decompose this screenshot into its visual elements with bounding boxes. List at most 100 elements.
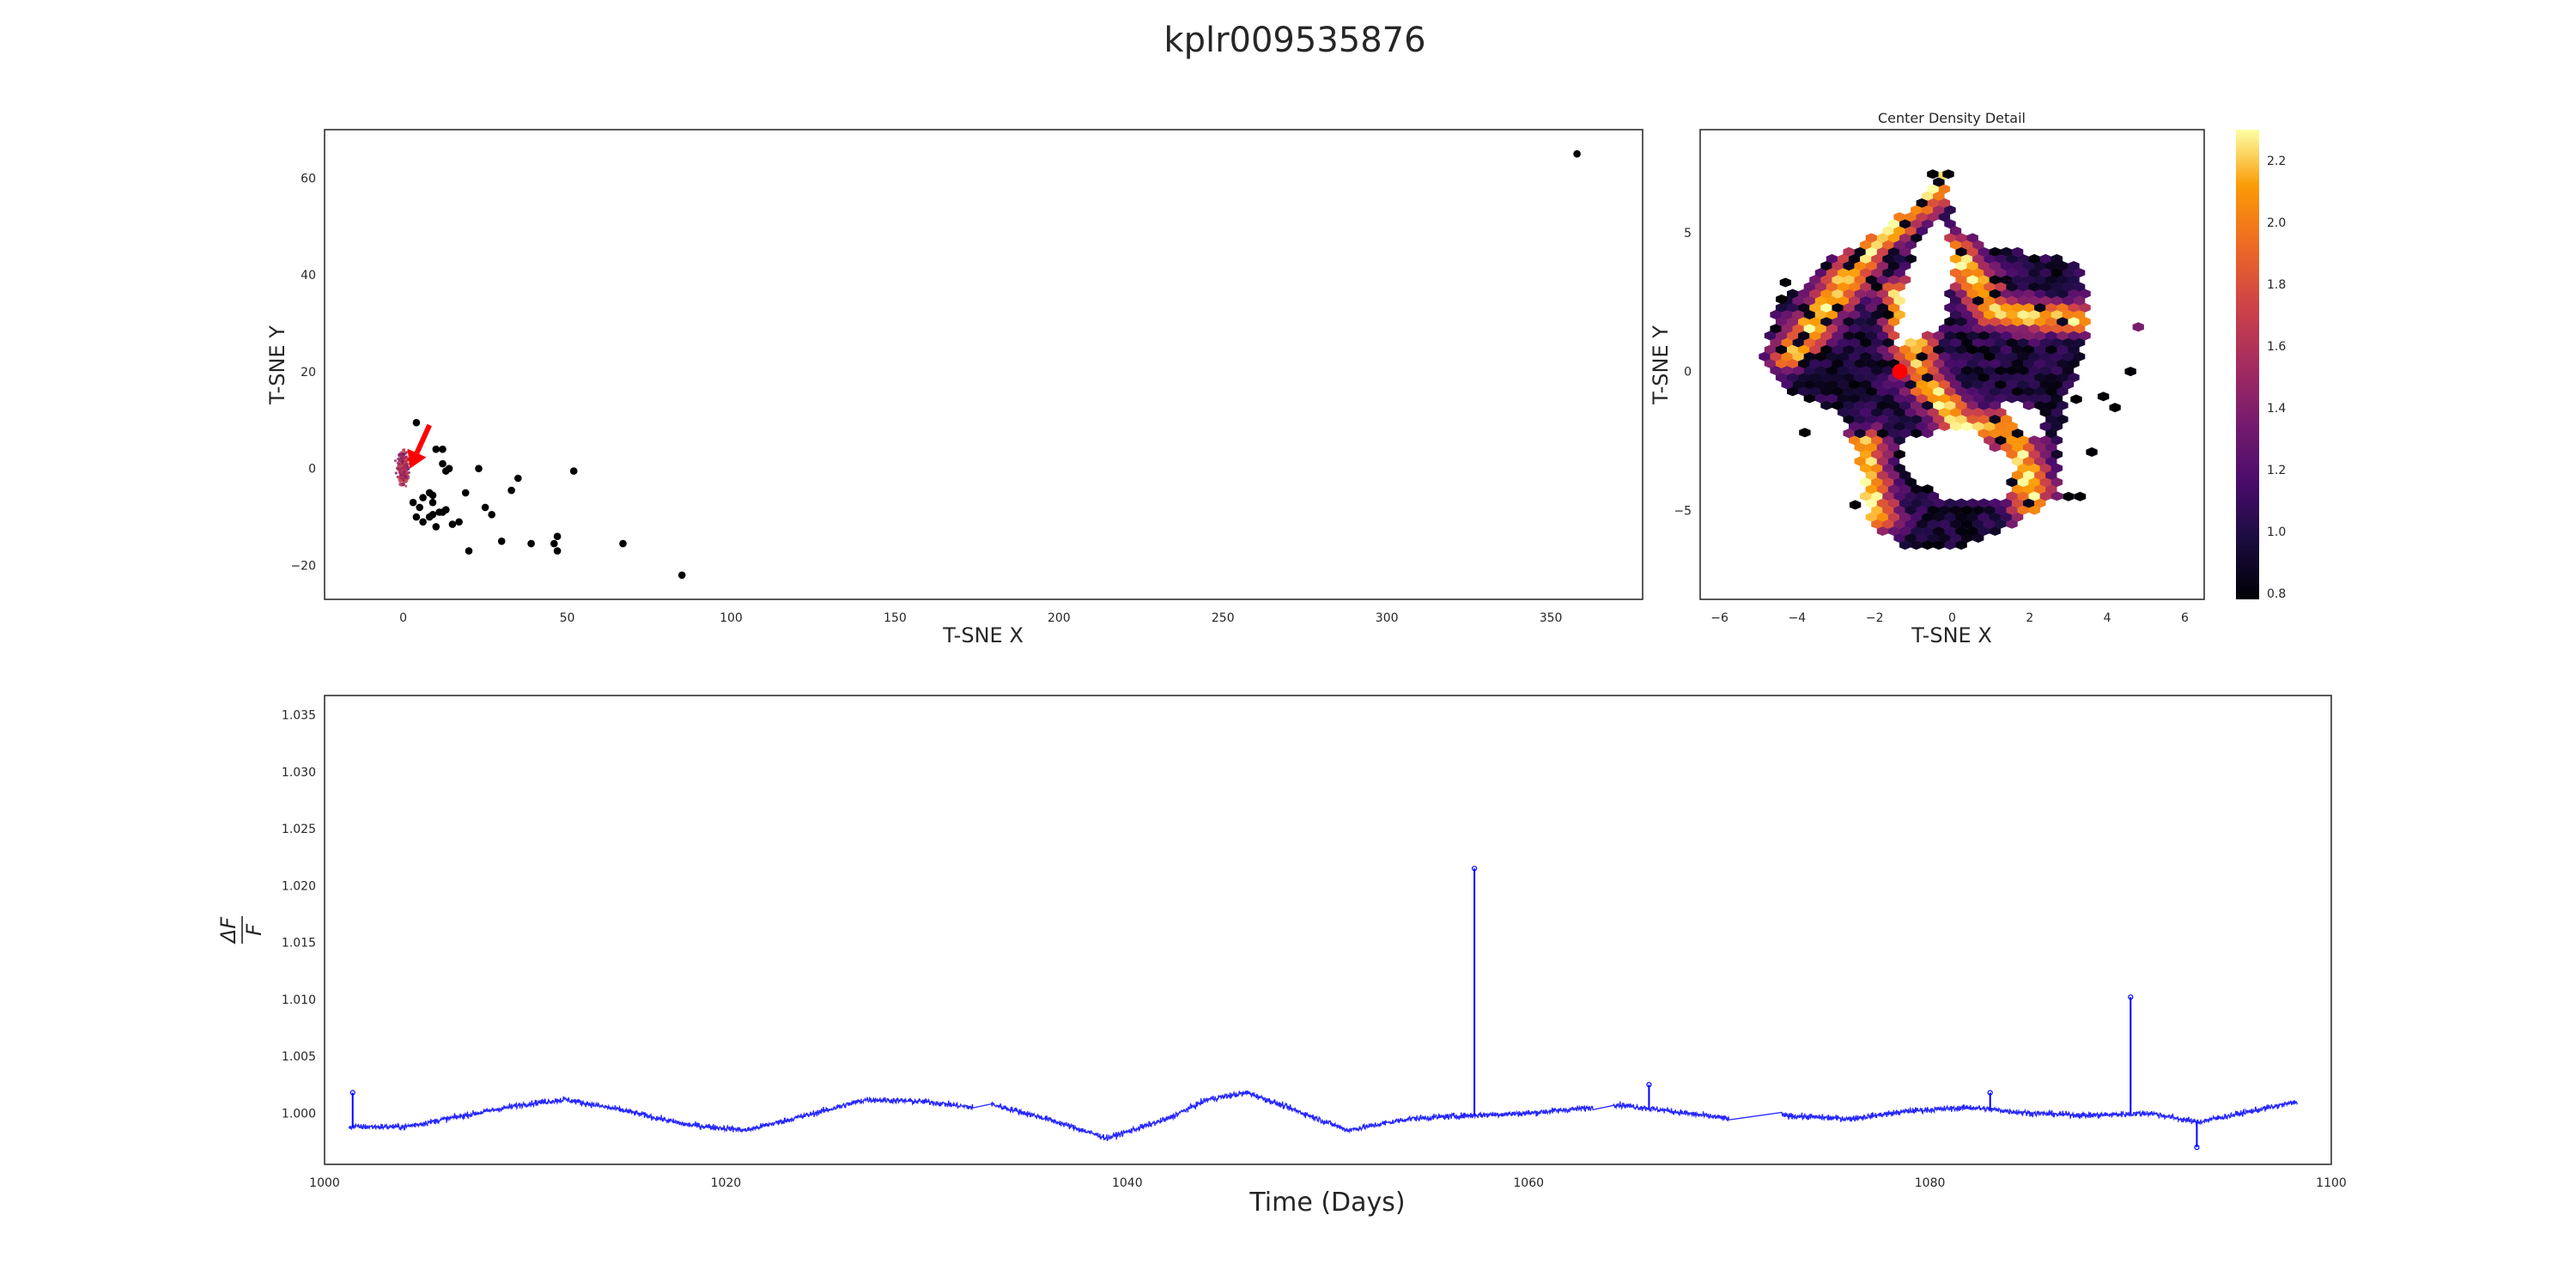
hexbin-cell (2079, 331, 2091, 341)
hexbin-cell (1961, 337, 1973, 348)
hexbin-cell (1871, 435, 1883, 446)
hexbin-cell (2017, 324, 2029, 334)
colorbar-ticks: 0.8 1.0 1.2 1.4 1.6 1.8 2.0 2.2 (2267, 155, 2286, 601)
hexbin-cell (1832, 302, 1844, 313)
hexbin-cell (1876, 512, 1889, 522)
hexbin-cell (1949, 324, 1962, 334)
hexbin-cell (1995, 253, 2007, 264)
hexbin-cell (2045, 289, 2057, 299)
hexbin-cell (1843, 428, 1855, 439)
hexbin-cell (1887, 331, 1900, 341)
hexbin-cell (1995, 505, 2007, 515)
hexbin-cell (1972, 380, 1984, 390)
lightcurve-x-tick-label: 1040 (1112, 1176, 1143, 1190)
hexbin-cell (2034, 344, 2046, 355)
hexbin-cell (1781, 365, 1793, 375)
hexbin-cell (1860, 477, 1872, 488)
hexbin-cell (2028, 268, 2040, 278)
hexbin-cell (1876, 344, 1889, 355)
hexbin-cell (1882, 519, 1894, 529)
hexbin-cell (1922, 526, 1934, 536)
hexbin-cell (2011, 373, 2024, 383)
hexbin-cell (1792, 365, 1804, 375)
hexbin-cell (1798, 344, 1810, 355)
hexbin-cell (1922, 358, 1934, 368)
hexbin-cell (1787, 344, 1799, 355)
hexbin-cell (2039, 253, 2051, 264)
hexbin-cell (1792, 351, 1804, 361)
hexbin-cell (2045, 386, 2057, 397)
hexbin-cell (2062, 351, 2075, 361)
hexbin-cell (1938, 407, 1951, 417)
hexbin-cell (1944, 302, 1956, 313)
hexbin-cell (1984, 337, 1996, 348)
hexbin-cell (1972, 351, 1984, 361)
hexbin-cell (1832, 358, 1844, 368)
hexbin-cell (1989, 344, 2002, 355)
cluster-point (397, 476, 400, 479)
outlier-point (569, 467, 578, 475)
hexbin-cell (2034, 400, 2046, 410)
overview-y-tick-label: 20 (301, 366, 316, 380)
hexbin-cell (1849, 337, 1861, 348)
density-y-axis-label: T-SNE Y (1649, 325, 1673, 405)
hexbin-cell (2011, 470, 2024, 480)
hexbin-cell (1865, 442, 1877, 453)
hexbin-cell (2039, 477, 2051, 488)
hexbin-cell (1966, 498, 1978, 508)
hexbin-cell (1882, 393, 1894, 404)
hexbin-cell (1933, 331, 1945, 341)
hexbin-cell (1966, 233, 1978, 243)
hexbin-cell (1944, 219, 1956, 229)
hexbin-cell (2050, 282, 2063, 292)
hexbin-cell (1876, 233, 1889, 243)
lightcurve-y-tick-label: 1.015 (282, 937, 316, 951)
hexbin-cell (2028, 435, 2040, 446)
hexbin-cell (2050, 380, 2063, 390)
hexbin-cell (2034, 261, 2046, 271)
outlier-point (416, 503, 424, 512)
hexbin-cell (1944, 512, 1956, 522)
hexbin-cell (1955, 526, 1967, 536)
hexbin-cell (2050, 407, 2063, 417)
hexbin-cell (1820, 289, 1832, 299)
hexbin-cell (1865, 275, 1877, 285)
hexbin-cell (1989, 526, 2002, 536)
hexbin-cell (1922, 540, 1934, 550)
hexbin-cell (2034, 386, 2046, 397)
cluster-point (394, 471, 398, 475)
hexbin-cell (2039, 324, 2051, 334)
outlier-point (425, 513, 434, 521)
colorbar-tick-label: 1.8 (2267, 278, 2286, 292)
outlier-point (553, 547, 562, 555)
hexbin-cell (2023, 386, 2035, 397)
lightcurve-y-tick-label: 1.010 (282, 993, 316, 1007)
hexbin-cell (1809, 373, 1821, 383)
lightcurve-y-tick-label: 1.005 (282, 1050, 316, 1064)
hexbin-cell (1949, 422, 1962, 431)
hexbin-cell (2045, 470, 2057, 480)
hexbin-cell (1792, 295, 1804, 306)
hexbin-cell (1949, 282, 1962, 292)
hexbin-cell (2006, 393, 2018, 404)
hexbin-cell (2000, 386, 2013, 397)
hexbin-cell (1955, 400, 1967, 410)
hexbin-cell (1911, 373, 1923, 383)
cluster-point (404, 455, 408, 459)
hexbin-cell (2034, 275, 2046, 285)
cluster-point (403, 448, 406, 452)
hexbin-cell (2039, 463, 2051, 473)
hexbin-cell (1899, 484, 1911, 495)
hexbin-cell (1955, 261, 1967, 271)
hexbin-cell (1832, 261, 1844, 271)
hexbin-cell (1899, 512, 1911, 522)
hexbin-cell (2124, 367, 2136, 377)
hexbin-cell (1899, 526, 1911, 536)
hexbin-cell (1803, 309, 1815, 319)
hexbin-cell (1995, 393, 2007, 404)
hexbin-cell (2000, 498, 2013, 508)
hexbin-cell (1927, 491, 1940, 501)
outlier-point (677, 571, 686, 580)
hexbin-cell (1849, 282, 1861, 292)
hexbin-cell (2011, 484, 2024, 495)
